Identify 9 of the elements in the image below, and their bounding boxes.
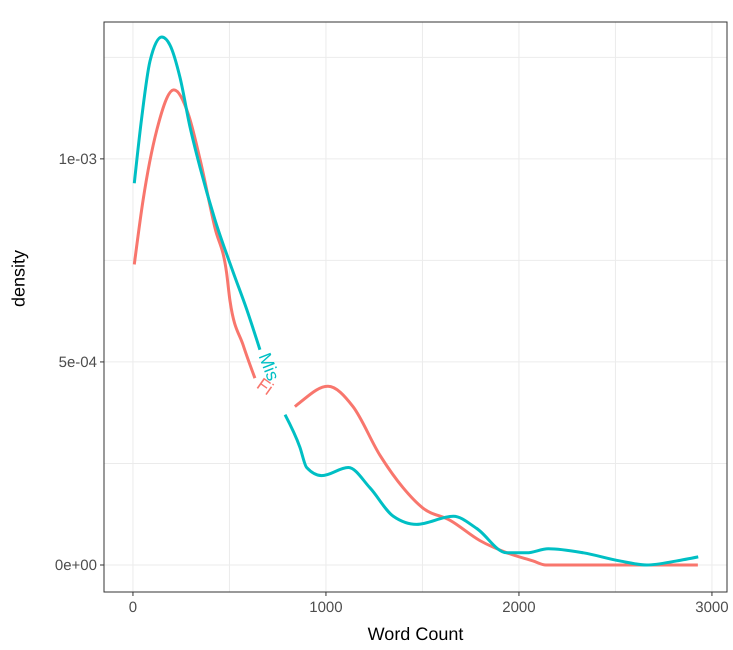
y-tick-label: 1e-03 [58,150,97,168]
x-tick-label: 2000 [502,599,536,616]
x-tick-label: 0 [128,599,138,616]
x-tick-label: 1000 [309,599,343,616]
y-axis-title: density [8,250,28,307]
x-axis-title: Word Count [368,624,464,644]
y-tick-label: 5e-04 [58,354,97,371]
y-tick-label: 0e+00 [54,556,97,574]
x-tick-label: 3000 [695,599,729,616]
